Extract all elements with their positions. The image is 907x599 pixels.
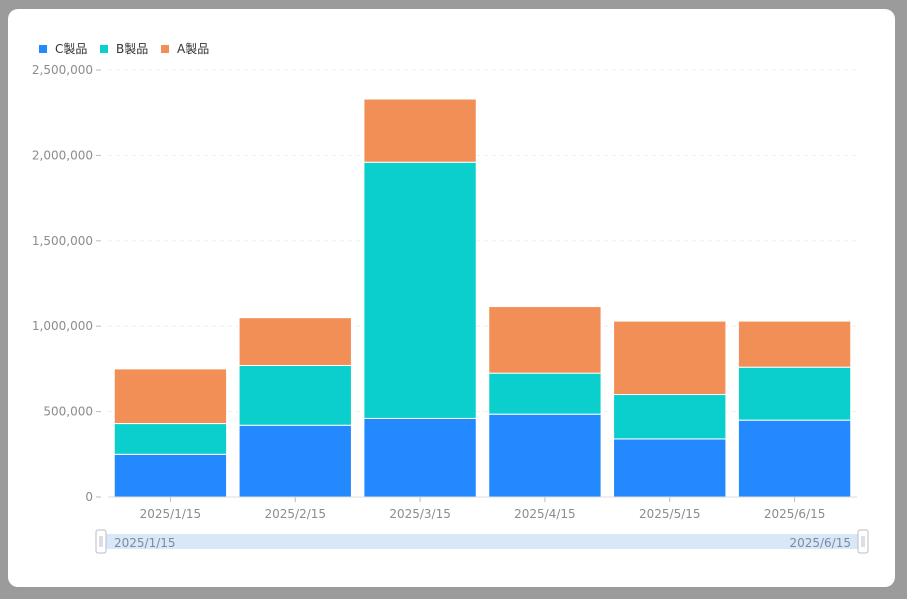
legend-item[interactable]: A製品	[161, 42, 209, 56]
bar-segment[interactable]	[737, 320, 852, 368]
y-tick-label: 2,000,000	[32, 148, 93, 162]
bar-segment[interactable]	[737, 366, 852, 421]
legend-swatch	[39, 45, 47, 53]
data-zoom-slider[interactable]: 2025/1/15 2025/6/15	[95, 529, 869, 554]
bar-segment[interactable]	[363, 98, 477, 163]
x-tick-label: 2025/6/15	[764, 507, 826, 521]
slider-start-label: 2025/1/15	[114, 536, 176, 550]
y-tick-label: 500,000	[43, 405, 93, 419]
bar-segment[interactable]	[613, 438, 727, 498]
bar-segment[interactable]	[613, 320, 727, 396]
bar-segment[interactable]	[363, 161, 477, 419]
x-axis: 2025/1/15 2025/2/15 2025/3/15 2025/4/15 2025…	[108, 496, 857, 521]
legend-swatch	[100, 45, 108, 53]
legend-label: B製品	[116, 42, 148, 56]
bar-segment[interactable]	[737, 419, 852, 498]
y-tick-label: 1,500,000	[32, 234, 93, 248]
bars	[113, 98, 852, 498]
bar-segment[interactable]	[113, 453, 228, 498]
slider-end-label: 2025/6/15	[789, 536, 851, 550]
bar-segment[interactable]	[363, 417, 477, 498]
legend-item[interactable]: C製品	[39, 42, 87, 56]
x-tick-label: 2025/3/15	[389, 507, 451, 521]
bar-segment[interactable]	[238, 364, 352, 426]
slider-handle-right[interactable]	[857, 529, 869, 554]
legend-item[interactable]: B製品	[100, 42, 148, 56]
x-tick-label: 2025/5/15	[639, 507, 701, 521]
bar-segment[interactable]	[613, 394, 727, 440]
bar-segment[interactable]	[488, 372, 602, 415]
y-tick-label: 1,000,000	[32, 319, 93, 333]
bar-segment[interactable]	[113, 368, 228, 425]
bar-segment[interactable]	[238, 424, 352, 498]
bar-segment[interactable]	[488, 306, 602, 374]
legend-swatch	[161, 45, 169, 53]
bar-segment[interactable]	[113, 423, 228, 455]
x-tick-label: 2025/2/15	[264, 507, 326, 521]
legend-label: A製品	[177, 42, 209, 56]
slider-track[interactable]	[101, 534, 863, 549]
x-tick-label: 2025/1/15	[140, 507, 202, 521]
legend-label: C製品	[55, 42, 87, 56]
y-tick-label: 0	[85, 490, 93, 504]
legend: C製品 B製品 A製品	[39, 42, 209, 56]
grid-lines	[108, 69, 857, 413]
bar-segment[interactable]	[488, 413, 602, 498]
y-axis: 0 500,000 1,000,000 1,500,000 2,000,000 2,500…	[32, 63, 101, 504]
y-tick-label: 2,500,000	[32, 63, 93, 77]
x-tick-label: 2025/4/15	[514, 507, 576, 521]
bar-segment[interactable]	[238, 317, 352, 366]
slider-handle-left[interactable]	[95, 529, 107, 554]
